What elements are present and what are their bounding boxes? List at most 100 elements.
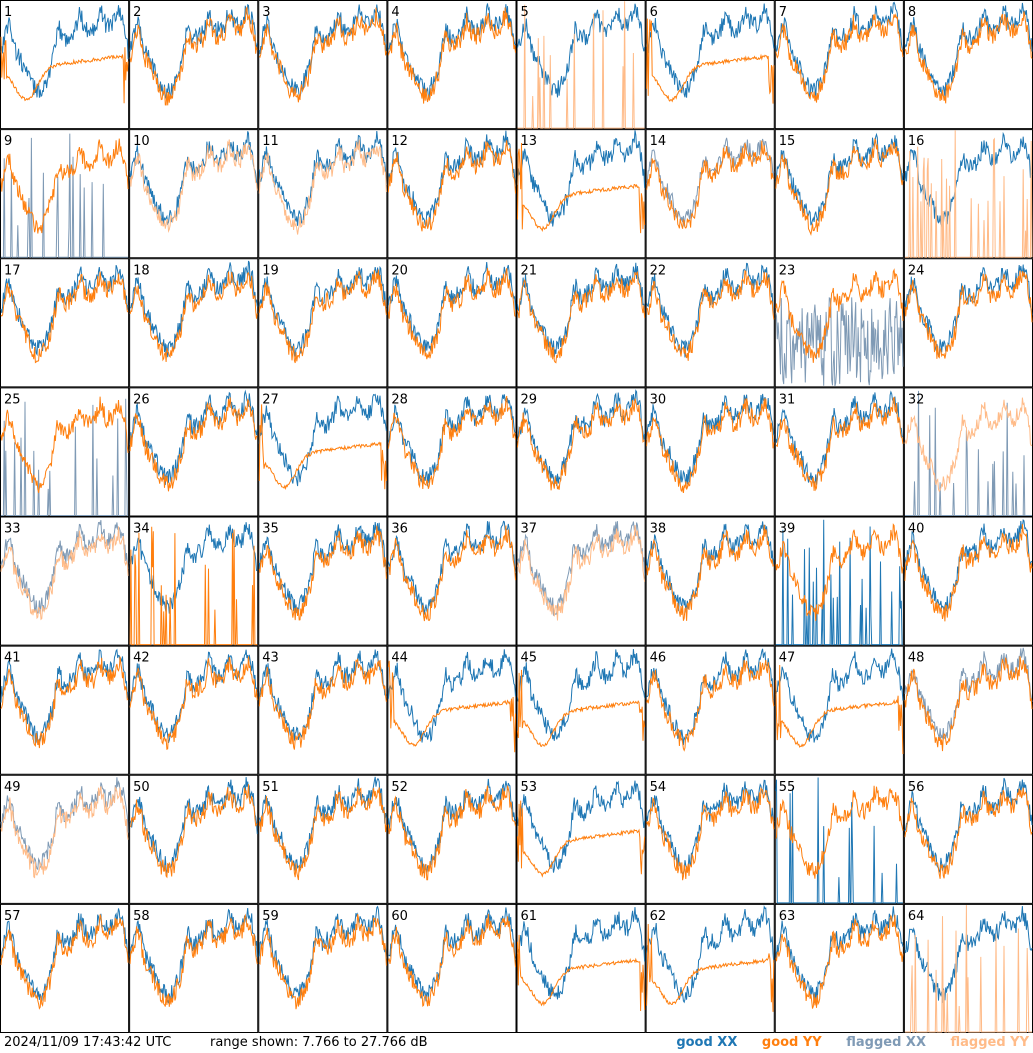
panel-21: 21: [516, 258, 646, 388]
xx-series-line: [775, 297, 904, 387]
yy-series-line: [646, 524, 775, 621]
xx-series-line: [904, 390, 1032, 516]
yy-series-line: [129, 6, 258, 106]
panel-label: 31: [779, 392, 796, 407]
panel-label: 7: [779, 5, 787, 20]
yy-series-line: [129, 526, 258, 646]
panel-32: 32: [903, 387, 1033, 517]
yy-series-line: [258, 7, 387, 103]
panel-56: 56: [903, 774, 1033, 904]
panel-frame: [387, 0, 517, 130]
yy-series-line: [0, 526, 129, 621]
yy-series-line: [517, 398, 645, 491]
yy-series-line: [775, 785, 904, 879]
panel-label: 9: [4, 134, 12, 149]
panel-label: 39: [779, 522, 796, 537]
panel-25: 25: [0, 387, 130, 517]
panel-label: 36: [391, 522, 408, 537]
yy-series-line: [258, 914, 387, 1010]
panel-frame: [903, 129, 1033, 259]
panel-20: 20: [387, 258, 517, 388]
panel-34: 34: [129, 516, 259, 646]
panel-40: 40: [903, 516, 1033, 646]
yy-series-line: [0, 914, 129, 1010]
panel-label: 21: [521, 263, 538, 278]
xx-series-line: [129, 649, 258, 744]
panel-label: 17: [4, 263, 21, 278]
yy-series-line: [775, 396, 904, 492]
panel-60: 60: [387, 903, 517, 1033]
xx-series-line: [904, 2, 1033, 99]
panel-49: 49: [0, 774, 130, 904]
xx-series-line: [387, 262, 516, 354]
yy-series-line: [775, 523, 904, 622]
yy-series-line: [387, 660, 516, 753]
xx-series-line: [646, 3, 775, 98]
yy-series-line: [0, 785, 129, 879]
panel-frame: [387, 516, 517, 646]
yy-series-line: [387, 7, 516, 104]
panel-label: 4: [391, 5, 399, 20]
panel-9: 9: [0, 129, 130, 259]
panel-57: 57: [0, 903, 130, 1033]
yy-series-line: [646, 398, 775, 493]
panel-7: 7: [774, 0, 904, 130]
panel-53: 53: [516, 774, 646, 904]
panel-46: 46: [645, 645, 775, 775]
panel-frame: [387, 774, 517, 904]
panel-42: 42: [129, 645, 259, 775]
yy-series-line: [258, 525, 387, 621]
yy-series-line: [775, 13, 904, 103]
yy-series-line: [388, 525, 516, 622]
panel-6: 6: [645, 0, 775, 130]
panel-43: 43: [258, 645, 388, 775]
xx-series-line: [388, 907, 516, 1002]
yy-series-line: [129, 656, 258, 750]
xx-series-line: [387, 130, 516, 227]
panel-label: 57: [4, 909, 21, 924]
yy-series-line: [775, 914, 904, 1009]
panel-label: 50: [133, 780, 150, 795]
xx-series-line: [517, 130, 646, 227]
panel-label: 51: [262, 780, 279, 795]
panel-label: 1: [4, 5, 12, 20]
panel-label: 44: [391, 651, 408, 666]
panel-33: 33: [0, 516, 130, 646]
yy-series-line: [904, 11, 1033, 104]
xx-series-line: [387, 649, 516, 743]
panel-58: 58: [129, 903, 259, 1033]
panel-19: 19: [258, 258, 388, 388]
panel-label: 29: [521, 392, 538, 407]
xx-series-line: [904, 777, 1033, 873]
yy-series-line: [904, 656, 1033, 752]
panel-label: 10: [133, 134, 150, 149]
panel-label: 47: [779, 651, 796, 666]
yy-series-line: [0, 36, 129, 104]
panel-17: 17: [0, 258, 130, 388]
panel-label: 5: [521, 5, 529, 20]
panel-61: 61: [516, 903, 646, 1033]
panel-label: 42: [133, 651, 150, 666]
panel-label: 48: [908, 651, 925, 666]
yy-series-line: [0, 396, 129, 493]
yy-series-line: [517, 800, 646, 878]
xx-series-line: [517, 262, 646, 358]
panel-label: 8: [908, 5, 916, 20]
panel-label: 34: [133, 522, 150, 537]
panel-54: 54: [645, 774, 775, 904]
panel-label: 14: [650, 134, 667, 149]
panel-30: 30: [645, 387, 775, 517]
panel-label: 15: [779, 134, 796, 149]
panel-frame: [645, 516, 775, 646]
panel-44: 44: [387, 645, 517, 775]
panel-label: 18: [133, 263, 150, 278]
panel-18: 18: [129, 258, 259, 388]
panel-frame: [129, 387, 259, 517]
yy-series-line: [517, 1, 645, 129]
panel-label: 3: [262, 5, 270, 20]
panel-39: 39: [774, 516, 904, 646]
yy-series-line: [775, 268, 904, 363]
panel-41: 41: [0, 645, 130, 775]
yy-series-line: [258, 658, 387, 750]
